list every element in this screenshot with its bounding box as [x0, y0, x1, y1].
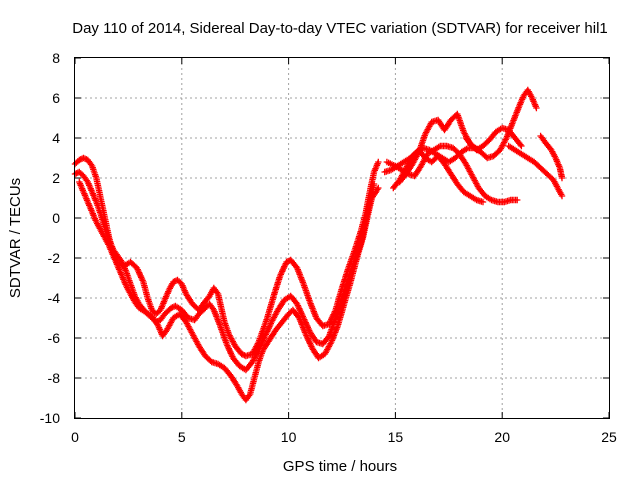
- data-point: [283, 258, 290, 266]
- y-tick-label: -8: [48, 370, 61, 386]
- tick-layer: 0 5 10 15 20 25 -10 -8 -6 -4 -2 0 2 4 6 8: [40, 50, 617, 445]
- data-point: [533, 104, 540, 112]
- data-point: [475, 146, 482, 154]
- data-point: [370, 180, 378, 188]
- data-point: [238, 350, 245, 358]
- points-layer: [71, 86, 566, 404]
- data-point: [558, 174, 566, 182]
- data-point: [170, 278, 177, 286]
- y-tick-label: -10: [40, 410, 60, 426]
- y-axis-label: SDTVAR / TECUs: [7, 178, 24, 298]
- x-tick-label: 5: [178, 429, 186, 445]
- data-point: [514, 196, 521, 204]
- x-tick-label: 25: [601, 429, 617, 445]
- y-tick-label: 0: [52, 210, 60, 226]
- data-point: [558, 192, 566, 200]
- data-point: [375, 184, 382, 192]
- y-tick-label: -2: [48, 250, 61, 266]
- y-tick-label: -6: [48, 330, 61, 346]
- grid-layer: [75, 58, 609, 418]
- x-tick-label: 0: [71, 429, 79, 445]
- x-axis-label: GPS time / hours: [283, 458, 397, 475]
- y-tick-label: -4: [48, 290, 61, 306]
- y-tick-label: 8: [52, 50, 60, 66]
- data-point: [375, 158, 382, 166]
- chart-title: Day 110 of 2014, Sidereal Day-to-day VTE…: [72, 20, 608, 37]
- x-tick-label: 15: [388, 429, 404, 445]
- x-tick-label: 10: [281, 429, 297, 445]
- data-point: [374, 186, 381, 193]
- y-tick-label: 4: [52, 130, 60, 146]
- data-point: [517, 141, 524, 148]
- x-tick-label: 20: [494, 429, 510, 445]
- data-point: [479, 198, 487, 206]
- y-tick-label: 6: [52, 90, 60, 106]
- plot-frame: [74, 57, 610, 419]
- data-point: [76, 156, 83, 164]
- data-point: [167, 304, 175, 312]
- y-tick-label: 2: [52, 170, 60, 186]
- data-point: [518, 142, 525, 150]
